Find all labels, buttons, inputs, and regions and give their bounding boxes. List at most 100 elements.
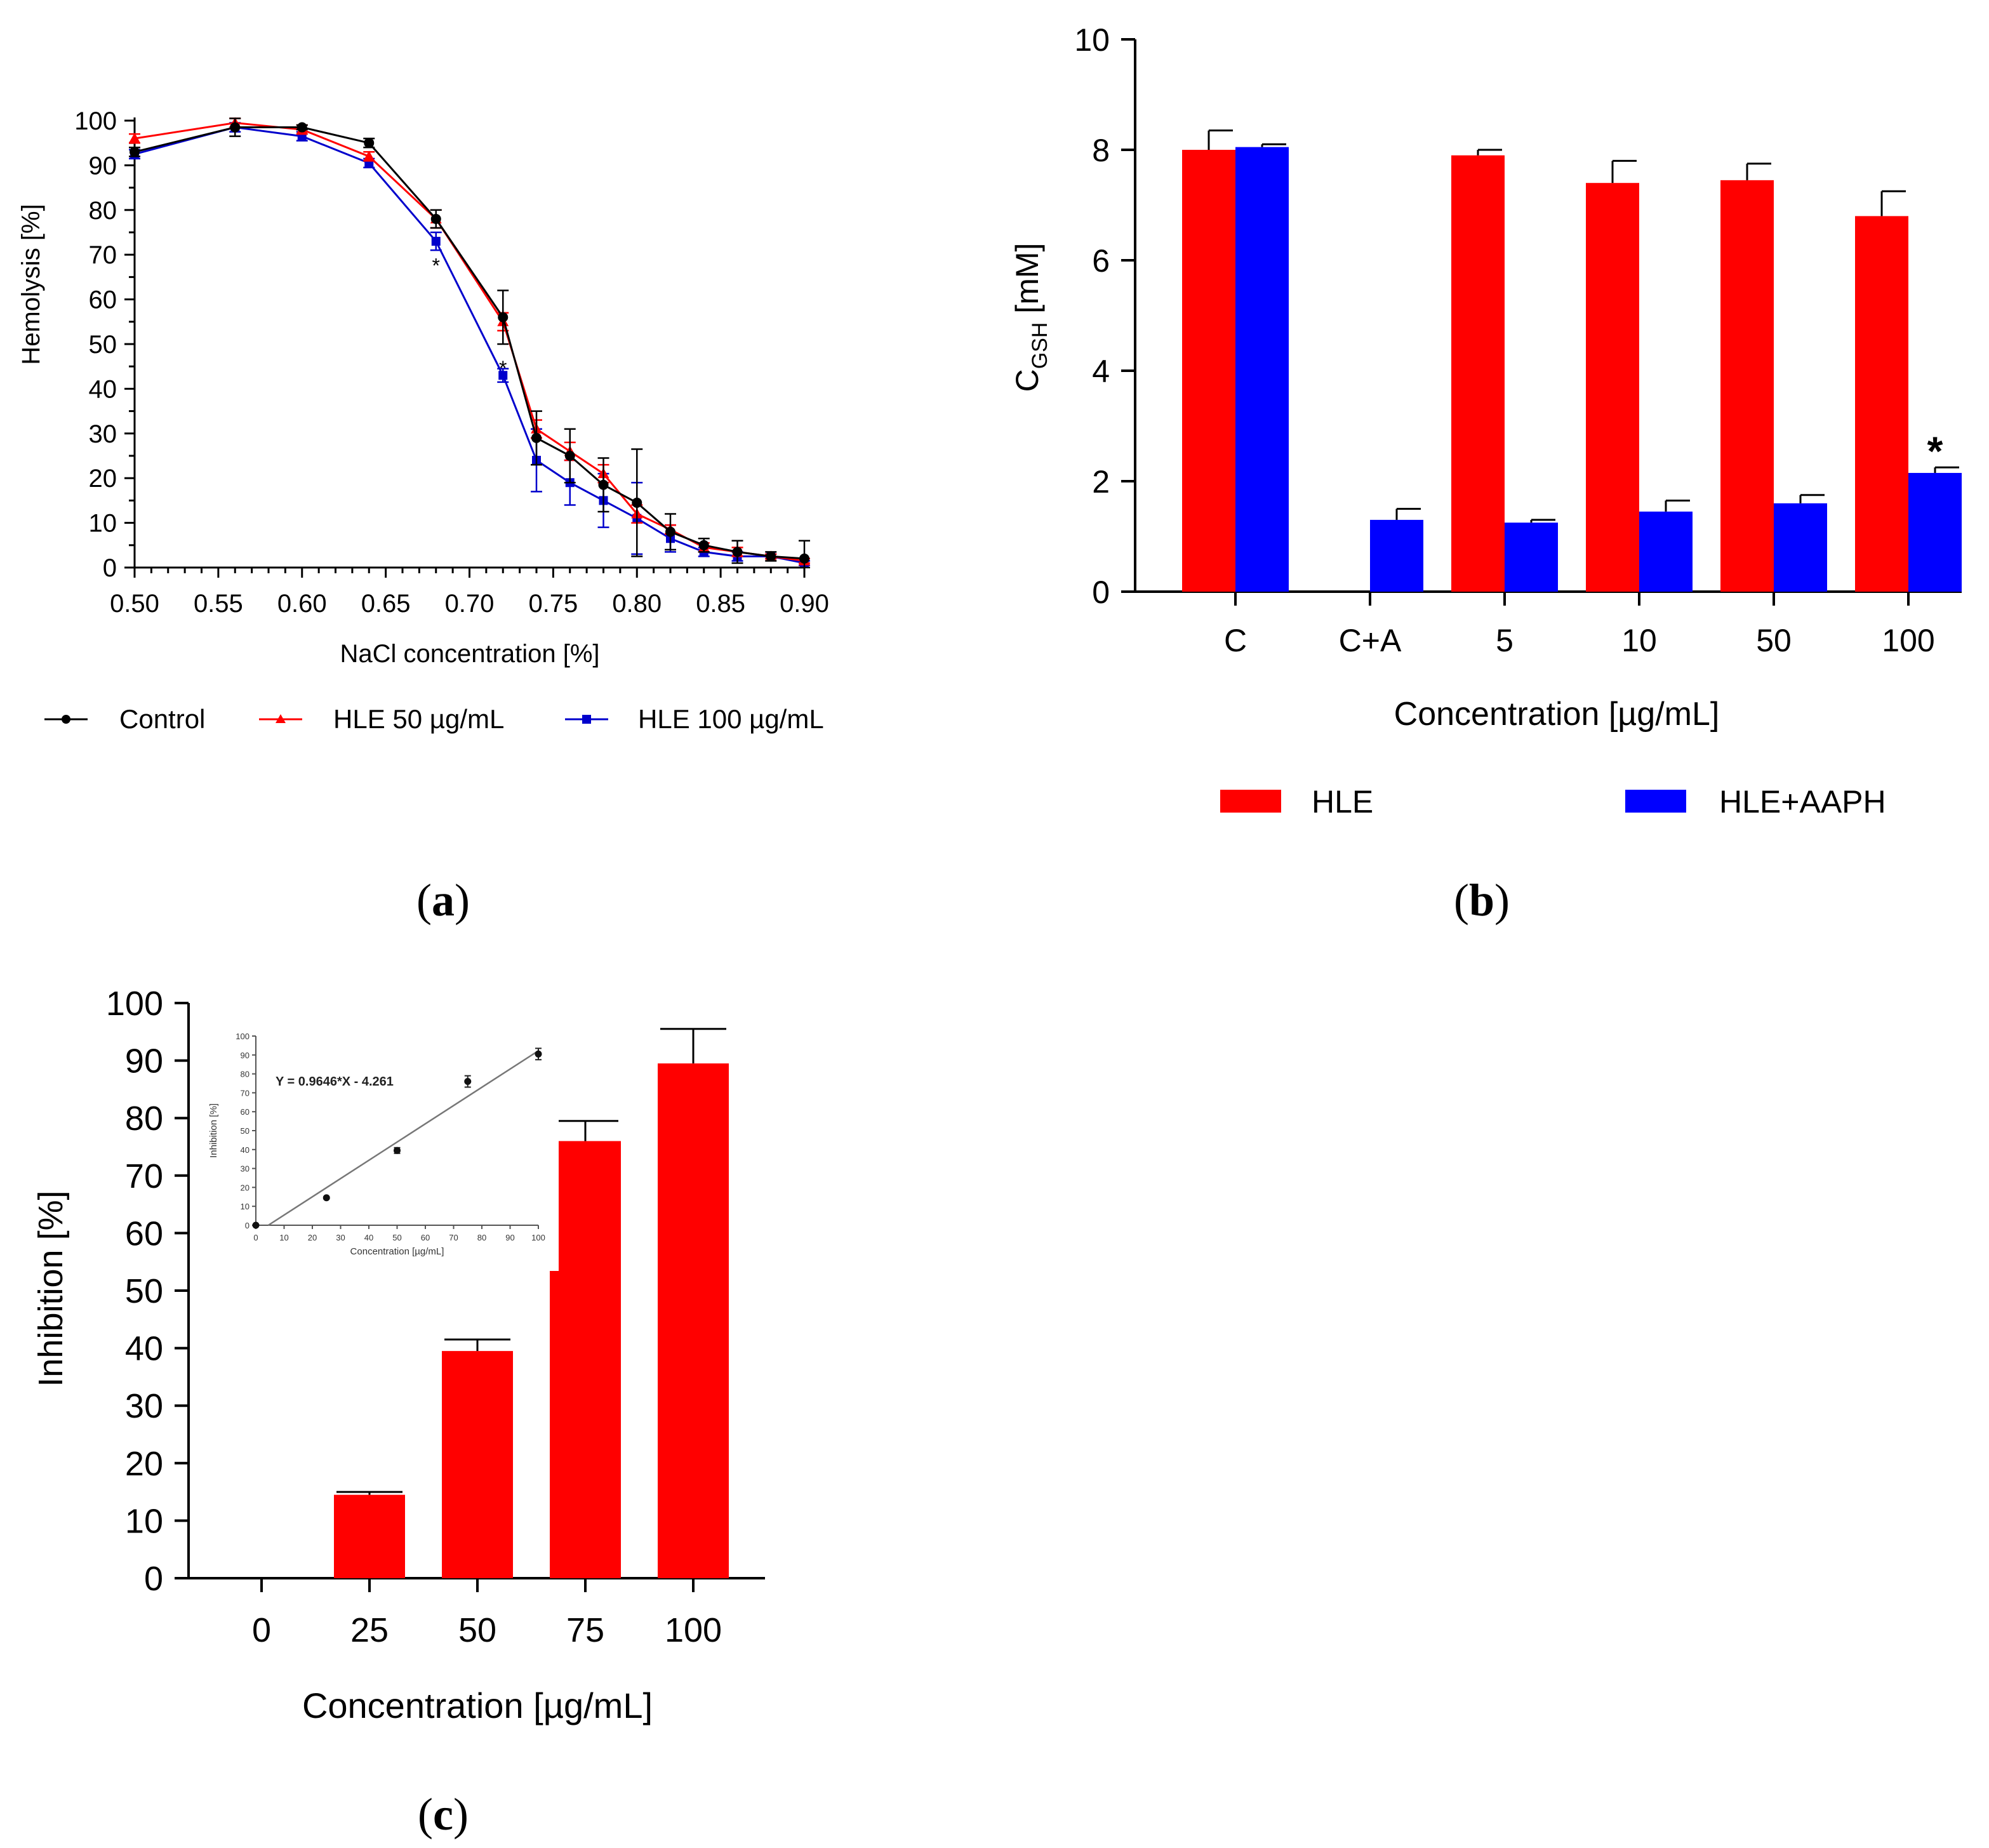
c-y-tick-label: 100 xyxy=(106,985,163,1023)
c-y-tick-label: 80 xyxy=(125,1100,163,1138)
a-data-point xyxy=(431,237,441,246)
b-bar xyxy=(1720,180,1774,592)
a-series-line xyxy=(134,126,805,564)
b-bar xyxy=(1505,522,1558,592)
c-x-tick-label: 0 xyxy=(252,1611,271,1649)
a-data-point xyxy=(498,312,509,322)
b-legend-hle: HLE xyxy=(1312,784,1373,820)
b-x-tick-label: C xyxy=(1224,623,1247,658)
c-x-tick-label: 100 xyxy=(665,1611,722,1649)
a-y-tick-label: 70 xyxy=(89,241,117,269)
a-x-tick-label: 0.80 xyxy=(612,590,662,618)
a-y-tick-label: 100 xyxy=(74,107,117,135)
c-inset-y-tick-label: 100 xyxy=(236,1032,249,1041)
b-y-tick-label: 0 xyxy=(1092,575,1110,610)
b-significance-marker: * xyxy=(1927,428,1943,474)
c-inset-x-tick-label: 60 xyxy=(421,1233,430,1242)
c-inset-fit-line xyxy=(267,1050,539,1226)
c-inset-y-tick-label: 10 xyxy=(241,1202,249,1211)
c-y-tick-label: 10 xyxy=(125,1502,163,1540)
c-inset-regression-plot: 0 10 20 30 40 50 60 70 80 90 100 0 10 20 30 40 50 60 70 80 9… xyxy=(208,1023,559,1271)
c-y-tick-label: 0 xyxy=(144,1560,163,1598)
b-x-axis-label: Concentration [µg/mL] xyxy=(1394,696,1720,733)
a-y-tick-label: 20 xyxy=(89,465,117,493)
a-y-tick-label: 50 xyxy=(89,331,117,359)
a-x-tick-label: 0.60 xyxy=(277,590,327,618)
c-inset-y-tick-label: 40 xyxy=(241,1145,249,1155)
a-x-tick-label: 0.65 xyxy=(361,590,411,618)
c-inset-y-tick-label: 80 xyxy=(241,1070,249,1079)
a-data-point xyxy=(364,138,375,149)
b-bar xyxy=(1774,503,1827,592)
c-y-axis-label: Inhibition [%] xyxy=(32,1190,70,1386)
c-inset-y-tick-label: 20 xyxy=(241,1183,249,1192)
c-inset-y-tick-label: 50 xyxy=(241,1126,249,1136)
a-data-point xyxy=(129,133,140,143)
c-y-tick-label: 20 xyxy=(125,1445,163,1483)
a-data-point xyxy=(766,551,776,562)
c-x-axis-label: Concentration [µg/mL] xyxy=(302,1685,653,1725)
c-inset-data-point xyxy=(464,1078,472,1086)
a-y-tick-label: 60 xyxy=(89,286,117,314)
c-inset-background xyxy=(216,1023,559,1271)
a-series-line xyxy=(134,126,805,560)
a-data-point xyxy=(665,526,675,537)
a-significance-marker: * xyxy=(499,357,507,380)
a-data-point xyxy=(598,479,609,490)
c-inset-y-label: Inhibition [%] xyxy=(208,1103,219,1158)
c-inset-data-point xyxy=(535,1050,542,1058)
b-y-axis-label: CGSH [mM] xyxy=(1009,243,1052,392)
c-inset-data-point xyxy=(323,1194,330,1202)
c-inset-x-label: Concentration [µg/mL] xyxy=(350,1246,444,1257)
c-inset-equation: Y = 0.9646*X - 4.261 xyxy=(276,1075,394,1089)
c-x-tick-label: 25 xyxy=(350,1611,389,1649)
c-inset-y-tick-label: 60 xyxy=(241,1107,249,1117)
panel-a-hemolysis-chart: 0 10 20 30 40 50 60 70 80 90 100 0.50 0.55 0.60 0.65 0.… xyxy=(17,107,829,926)
c-inset-x-tick-label: 0 xyxy=(253,1233,258,1242)
c-inset-x-tick-label: 20 xyxy=(308,1233,317,1242)
c-bar xyxy=(550,1141,621,1578)
a-legend: Control HLE 50 µg/mL HLE 100 µg/mL xyxy=(44,704,824,734)
a-x-tick-label: 0.75 xyxy=(528,590,578,618)
a-y-tick-label: 30 xyxy=(89,420,117,448)
a-x-tick-label: 0.90 xyxy=(780,590,829,618)
c-inset-x-tick-label: 50 xyxy=(392,1233,401,1242)
a-y-tick-label: 10 xyxy=(89,510,117,538)
a-x-axis-label: NaCl concentration [%] xyxy=(340,640,599,668)
c-x-tick-label: 50 xyxy=(458,1611,496,1649)
b-bar xyxy=(1586,183,1639,592)
b-legend-aaph: HLE+AAPH xyxy=(1719,784,1886,820)
a-x-tick-label: 0.85 xyxy=(696,590,745,618)
a-legend-hle100: HLE 100 µg/mL xyxy=(638,704,824,734)
c-y-tick-label: 90 xyxy=(125,1042,163,1080)
a-y-tick-label: 90 xyxy=(89,152,117,180)
b-bar xyxy=(1639,511,1693,592)
a-legend-hle50: HLE 50 µg/mL xyxy=(333,704,504,734)
a-series-line xyxy=(134,122,805,562)
a-data-point xyxy=(799,553,809,564)
b-y-tick-label: 8 xyxy=(1092,133,1110,168)
c-inset-y-tick-label: 30 xyxy=(241,1164,249,1174)
c-inset-x-tick-label: 90 xyxy=(505,1233,514,1242)
a-y-tick-label: 40 xyxy=(89,375,117,403)
a-data-point xyxy=(732,547,743,557)
a-y-tick-label: 0 xyxy=(103,554,117,582)
c-inset-data-point xyxy=(394,1147,401,1154)
a-data-point xyxy=(698,540,709,550)
b-x-tick-label: 50 xyxy=(1756,623,1792,658)
a-x-tick-label: 0.50 xyxy=(110,590,159,618)
a-data-point xyxy=(130,147,140,157)
b-bar xyxy=(1182,150,1235,592)
b-bar xyxy=(1908,472,1962,592)
c-inset-data-point xyxy=(252,1221,260,1229)
b-y-tick-label: 10 xyxy=(1074,22,1110,58)
b-x-tick-label: C+A xyxy=(1339,623,1402,658)
a-data-point xyxy=(296,122,307,133)
panel-b-gsh-chart: 0 2 4 6 8 10 C C+A 5 10 50 100 * CGSH [mM] Concentra… xyxy=(1009,22,1962,926)
b-y-tick-label: 2 xyxy=(1092,464,1110,500)
b-y-tick-label: 6 xyxy=(1092,243,1110,279)
b-bar xyxy=(1235,147,1289,592)
a-x-tick-label: 0.70 xyxy=(445,590,495,618)
